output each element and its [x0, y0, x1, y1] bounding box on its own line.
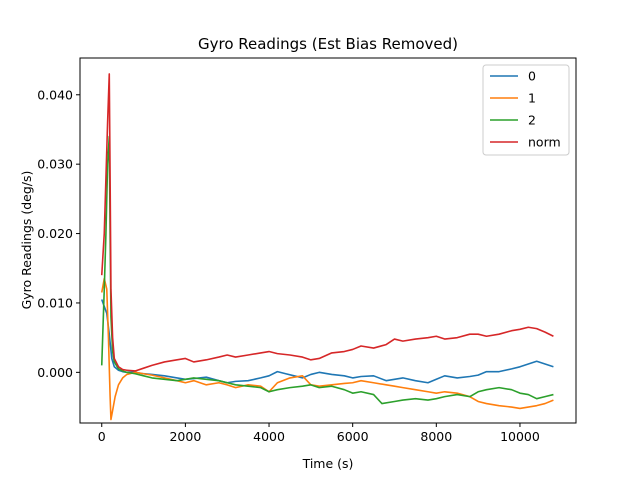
chart-title: Gyro Readings (Est Bias Removed) [198, 35, 458, 53]
x-axis: 0 2000 4000 6000 8000 10000 [98, 423, 540, 444]
plot-frame [79, 57, 577, 424]
y-tick-label: 0.020 [37, 226, 73, 241]
x-tick-label: 4000 [253, 429, 285, 444]
series-line-norm [100, 73, 554, 372]
legend: 0 1 2 norm [482, 64, 570, 156]
y-tick-label: 0.000 [37, 365, 73, 380]
y-tick-label: 0.010 [37, 295, 73, 310]
x-tick-label: 10000 [500, 429, 540, 444]
legend-label: 1 [528, 91, 536, 106]
x-axis-title: Time (s) [302, 456, 354, 471]
y-axis-title: Gyro Readings (deg/s) [19, 171, 34, 310]
y-axis: 0.000 0.010 0.020 0.030 0.040 [37, 87, 80, 380]
series-lines [100, 73, 554, 421]
x-tick-label: 0 [98, 429, 106, 444]
legend-label: 2 [528, 113, 536, 128]
legend-label: norm [528, 135, 561, 150]
x-tick-label: 6000 [337, 429, 369, 444]
legend-label: 0 [528, 69, 536, 84]
series-line-2 [100, 135, 554, 405]
y-tick-label: 0.030 [37, 157, 73, 172]
x-tick-label: 8000 [420, 429, 452, 444]
series-line-1 [100, 277, 554, 421]
x-tick-label: 2000 [169, 429, 201, 444]
legend-box [482, 64, 570, 156]
y-tick-label: 0.040 [37, 87, 73, 102]
